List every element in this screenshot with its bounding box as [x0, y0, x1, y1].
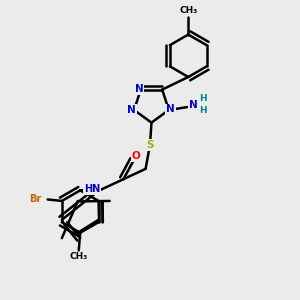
Text: O: O	[132, 152, 140, 161]
Text: CH₃: CH₃	[179, 6, 197, 15]
Text: S: S	[146, 140, 154, 150]
Text: CH₃: CH₃	[70, 252, 88, 261]
Text: Br: Br	[29, 194, 41, 205]
Text: N: N	[135, 84, 144, 94]
Text: N: N	[166, 104, 175, 114]
Text: HN: HN	[84, 184, 100, 194]
Text: N: N	[128, 105, 136, 115]
Text: H: H	[200, 94, 207, 103]
Text: N: N	[189, 100, 198, 110]
Text: H: H	[200, 106, 207, 115]
